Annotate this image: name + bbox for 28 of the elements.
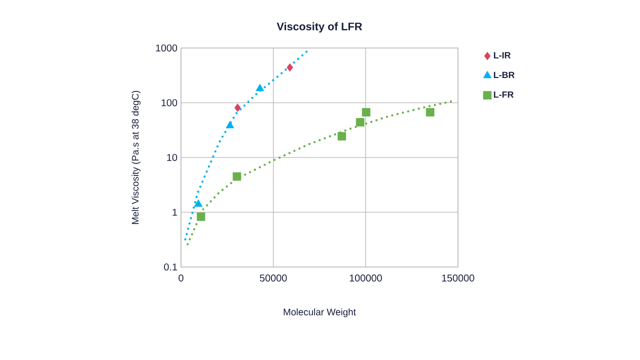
x-tick-label: 100000 bbox=[350, 274, 382, 282]
point bbox=[226, 120, 234, 128]
point bbox=[426, 108, 434, 116]
y-axis-title: Melt Viscosity (Pa.s at 38 degC) bbox=[132, 90, 140, 224]
legend-label: L-IR bbox=[494, 52, 511, 58]
x-axis-title: Molecular Weight bbox=[284, 308, 356, 318]
x-tick-label: 50000 bbox=[260, 274, 287, 282]
y-tick-label: 10 bbox=[167, 154, 178, 162]
point bbox=[338, 132, 346, 140]
y-tick-label: 0.1 bbox=[164, 263, 178, 271]
y-tick-label: 100 bbox=[162, 99, 178, 106]
y-tick-label: 1 bbox=[172, 208, 178, 216]
line-series bbox=[184, 50, 308, 240]
chart-title: Viscosity of LFR bbox=[276, 22, 362, 32]
legend-label: L-BR bbox=[494, 72, 515, 78]
y-tick-label: 1000 bbox=[156, 44, 178, 52]
point bbox=[286, 63, 294, 72]
x-tick-label: 150000 bbox=[442, 274, 474, 282]
point bbox=[194, 199, 202, 207]
point bbox=[196, 212, 206, 221]
line-series bbox=[186, 100, 454, 246]
point bbox=[356, 118, 364, 126]
point bbox=[234, 104, 241, 112]
point bbox=[232, 172, 242, 181]
point bbox=[256, 84, 264, 92]
x-tick-label: 0 bbox=[178, 274, 184, 282]
legend-label: L-FR bbox=[494, 91, 514, 98]
point bbox=[362, 108, 370, 116]
